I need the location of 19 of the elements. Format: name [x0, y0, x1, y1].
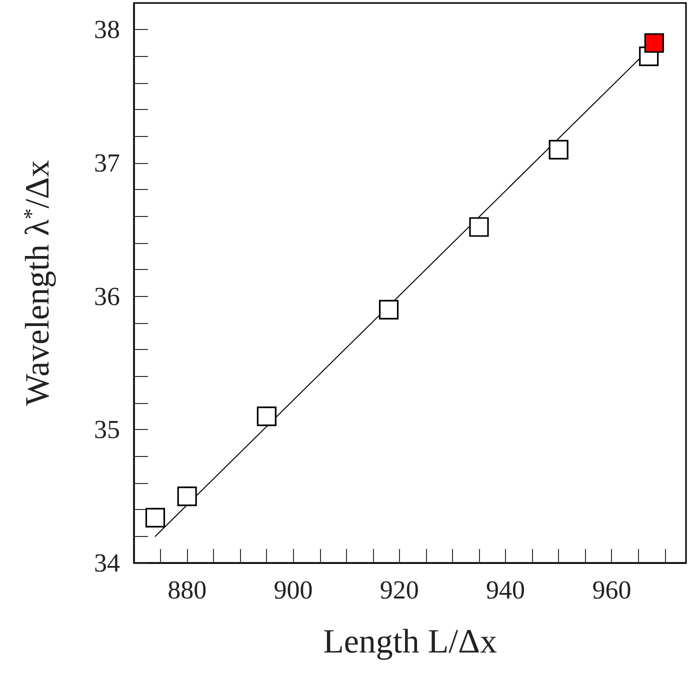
- point: [145, 508, 166, 528]
- point: [469, 217, 489, 237]
- y-tick-label: 37: [94, 148, 120, 178]
- point: [644, 33, 664, 53]
- x-tick-label: 920: [380, 576, 419, 604]
- x-tick-label: 900: [274, 576, 313, 604]
- x-tick-label: 880: [168, 576, 207, 604]
- point: [548, 140, 568, 160]
- y-tick-label: 36: [94, 282, 120, 311]
- point: [256, 406, 276, 426]
- y-tick-label: 35: [94, 415, 120, 444]
- y-tick-label: 34: [94, 548, 120, 578]
- point: [378, 300, 399, 320]
- x-tick-label: 960: [592, 576, 632, 604]
- x-axis-title: Length L/Δx: [323, 624, 497, 660]
- point: [177, 486, 197, 506]
- y-axis-title: Wavelength λ*/Δx: [18, 160, 56, 406]
- x-tick-label: 940: [486, 576, 526, 604]
- y-tick-label: 38: [94, 15, 120, 44]
